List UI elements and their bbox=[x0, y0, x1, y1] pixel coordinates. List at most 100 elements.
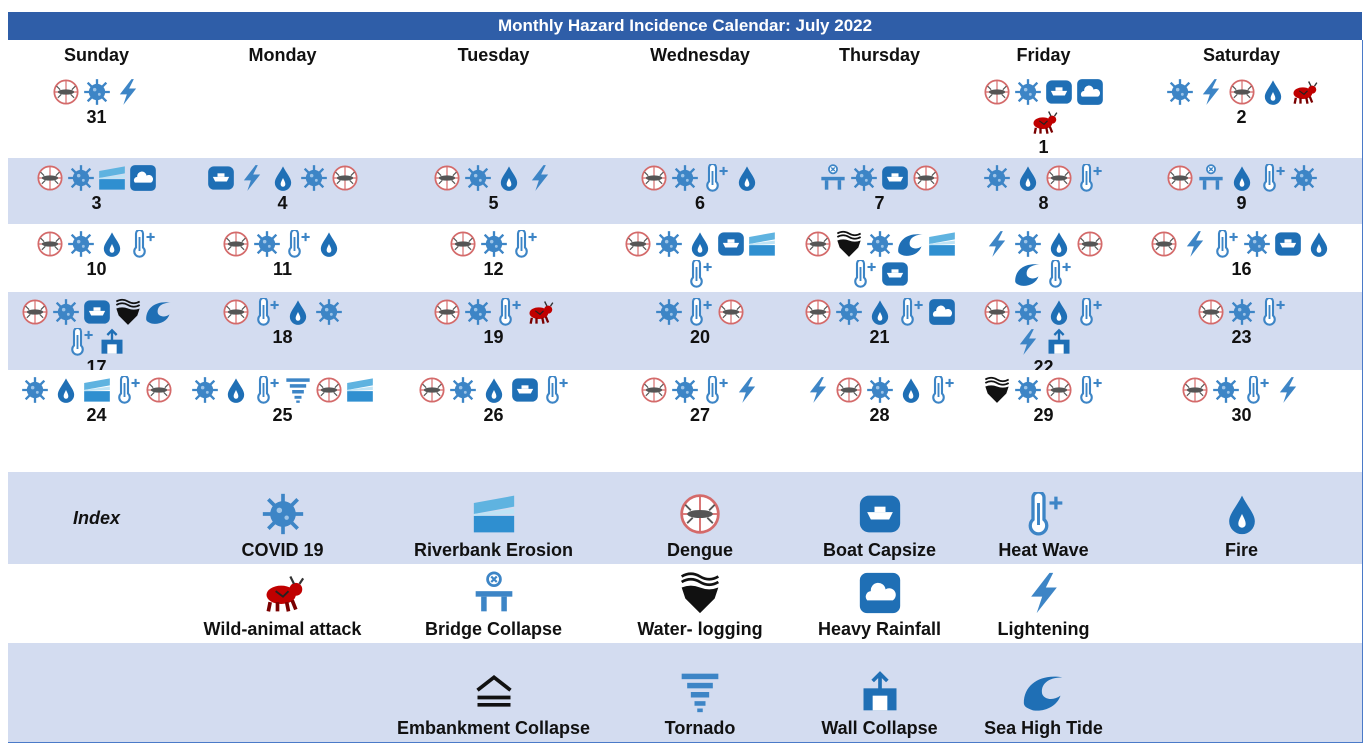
day-hazards bbox=[8, 158, 185, 192]
hazard-icon bbox=[261, 492, 305, 536]
day-number: 8 bbox=[1038, 193, 1049, 213]
hazard-icon bbox=[1076, 164, 1104, 192]
hazard-icon bbox=[222, 376, 250, 404]
day-cell: 4 bbox=[185, 158, 381, 225]
hazard-icon bbox=[1014, 376, 1042, 404]
hazard-icon bbox=[733, 164, 761, 192]
hazard-icon bbox=[114, 298, 142, 326]
day-hazards bbox=[8, 292, 185, 356]
day-number: 26 bbox=[483, 405, 504, 425]
hazard-icon bbox=[1259, 298, 1287, 326]
day-hazards bbox=[1121, 292, 1362, 326]
day-number: 12 bbox=[483, 259, 504, 279]
day-hazards bbox=[966, 370, 1121, 404]
hazard-icon bbox=[1014, 78, 1042, 106]
hazard-icon bbox=[819, 164, 847, 192]
hazard-icon bbox=[449, 230, 477, 258]
hazard-icon bbox=[1197, 298, 1225, 326]
hazard-icon bbox=[1259, 164, 1287, 192]
day-cell: 22 bbox=[966, 292, 1122, 377]
weekday-header: Monday bbox=[185, 40, 381, 73]
hazard-icon bbox=[526, 164, 554, 192]
index-entry: Water- logging bbox=[607, 564, 793, 643]
hazard-icon bbox=[866, 376, 894, 404]
hazard-icon bbox=[804, 376, 832, 404]
day-hazards bbox=[793, 158, 966, 192]
hazard-icon bbox=[433, 298, 461, 326]
hazard-icon bbox=[983, 376, 1011, 404]
hazard-icon bbox=[83, 376, 111, 404]
hazard-icon bbox=[835, 376, 863, 404]
index-label: Boat Capsize bbox=[822, 540, 937, 560]
hazard-icon bbox=[36, 230, 64, 258]
day-number: 21 bbox=[869, 327, 890, 347]
hazard-icon bbox=[733, 376, 761, 404]
day-hazards bbox=[380, 72, 607, 78]
hazard-icon bbox=[1197, 78, 1225, 106]
hazard-icon bbox=[1076, 298, 1104, 326]
day-hazards bbox=[185, 158, 380, 192]
hazard-icon bbox=[1290, 164, 1318, 192]
index-cell: Water- logging bbox=[607, 564, 794, 644]
index-cell: Fire bbox=[1121, 472, 1363, 565]
hazard-icon bbox=[222, 298, 250, 326]
index-cell: Boat Capsize bbox=[793, 472, 967, 565]
hazard-icon bbox=[624, 230, 652, 258]
hazard-icon bbox=[671, 376, 699, 404]
index-cell: Riverbank Erosion bbox=[380, 472, 608, 565]
day-cell: 28 bbox=[793, 370, 967, 473]
hazard-icon bbox=[52, 298, 80, 326]
hazard-icon bbox=[983, 298, 1011, 326]
hazard-icon bbox=[1243, 230, 1271, 258]
hazard-icon bbox=[835, 298, 863, 326]
day-number: 25 bbox=[272, 405, 293, 425]
day-number: 24 bbox=[86, 405, 107, 425]
weekday-header: Friday bbox=[966, 40, 1122, 73]
hazard-icon bbox=[114, 376, 142, 404]
hazard-icon bbox=[1014, 298, 1042, 326]
day-hazards bbox=[380, 224, 607, 258]
hazard-icon bbox=[1014, 328, 1042, 356]
day-cell: 26 bbox=[380, 370, 608, 473]
day-number: 18 bbox=[272, 327, 293, 347]
hazard-icon bbox=[21, 298, 49, 326]
day-number: 31 bbox=[86, 107, 107, 127]
hazard-icon bbox=[1166, 164, 1194, 192]
day-hazards bbox=[1121, 224, 1362, 258]
hazard-icon bbox=[686, 260, 714, 288]
day-number: 30 bbox=[1231, 405, 1252, 425]
hazard-icon bbox=[480, 230, 508, 258]
calendar-title: Monthly Hazard Incidence Calendar: July … bbox=[8, 12, 1362, 40]
hazard-icon bbox=[702, 164, 730, 192]
day-hazards bbox=[1121, 158, 1362, 192]
hazard-icon bbox=[472, 492, 516, 536]
day-number: 4 bbox=[277, 193, 288, 213]
day-cell: 25 bbox=[185, 370, 381, 473]
hazard-icon bbox=[858, 571, 902, 615]
hazard-icon bbox=[472, 670, 516, 714]
day-hazards bbox=[793, 370, 966, 404]
hazard-icon bbox=[418, 376, 446, 404]
index-label: Riverbank Erosion bbox=[413, 540, 574, 560]
hazard-icon bbox=[495, 164, 523, 192]
day-cell bbox=[793, 72, 967, 159]
hazard-icon bbox=[464, 164, 492, 192]
hazard-icon bbox=[1045, 164, 1073, 192]
hazard-icon bbox=[1243, 376, 1271, 404]
day-number: 2 bbox=[1236, 107, 1247, 127]
index-entry: Wild-animal attack bbox=[185, 564, 380, 643]
index-cell: Heat Wave bbox=[966, 472, 1122, 565]
day-hazards bbox=[185, 370, 380, 404]
hazard-icon bbox=[983, 230, 1011, 258]
hazard-icon bbox=[1305, 230, 1333, 258]
day-number: 1 bbox=[1038, 137, 1049, 157]
day-cell: 30 bbox=[1121, 370, 1363, 473]
index-entry: Wall Collapse bbox=[793, 643, 966, 742]
day-hazards bbox=[607, 224, 793, 288]
hazard-icon bbox=[98, 164, 126, 192]
index-heading: Index bbox=[72, 508, 120, 528]
day-cell: 5 bbox=[380, 158, 608, 225]
hazard-icon bbox=[67, 328, 95, 356]
day-cell: 24 bbox=[8, 370, 186, 473]
hazard-icon bbox=[655, 230, 683, 258]
